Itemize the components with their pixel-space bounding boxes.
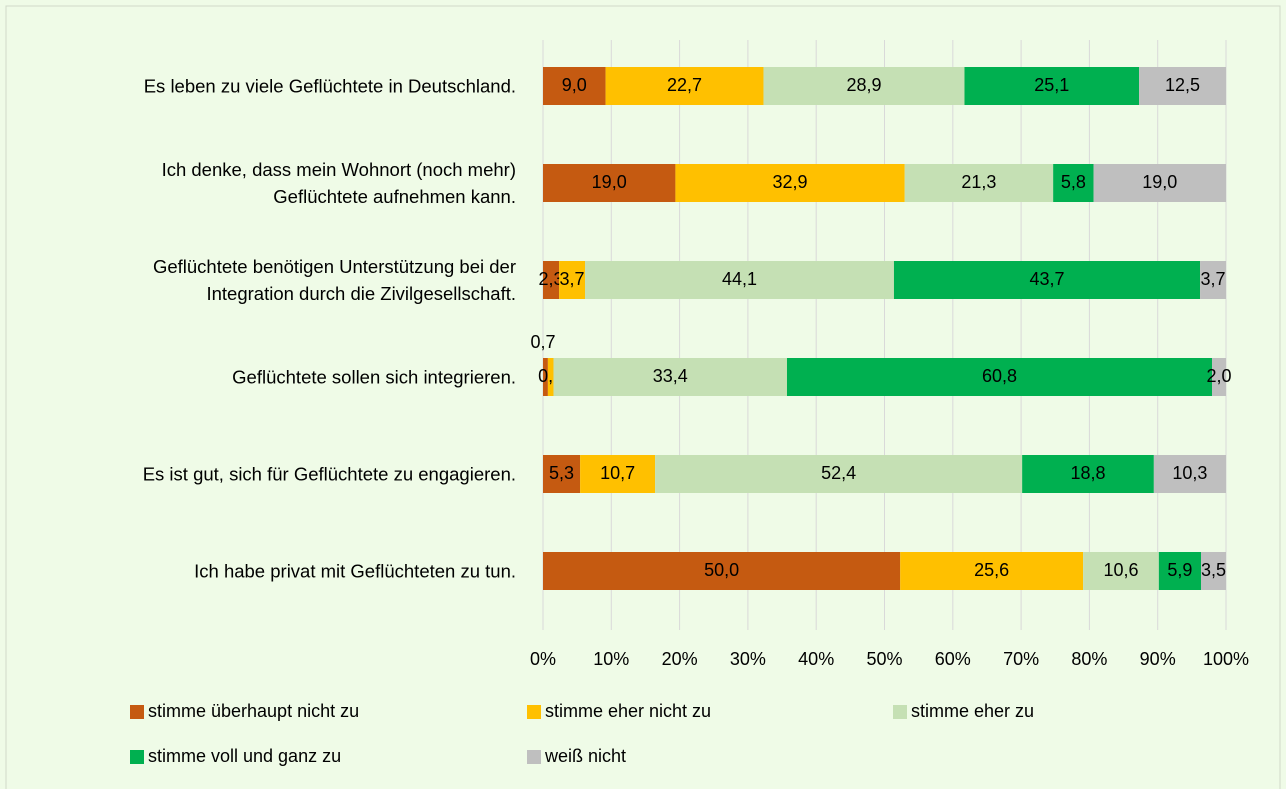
bar-segment [559,261,586,299]
bar-segment [893,261,1201,299]
bar-segment [655,455,1023,493]
data-label: 10,3 [1172,463,1207,483]
bar-segment [580,455,656,493]
legend-marker [130,705,144,719]
x-tick-label: 20% [662,649,698,669]
legend-label: stimme voll und ganz zu [148,746,341,766]
bar-segment [543,358,548,396]
bar-segment [543,67,606,105]
category-label: Geflüchtete sollen sich integrieren. [232,366,516,388]
data-label: 43,7 [1029,269,1064,289]
x-tick-label: 10% [593,649,629,669]
category-label: Ich denke, dass mein Wohnort (noch mehr)… [161,159,516,207]
data-label: 22,7 [667,75,702,95]
legend-marker [527,705,541,719]
x-tick-label: 100% [1203,649,1249,669]
category-label: Es leben zu viele Geflüchtete in Deutsch… [143,75,516,97]
data-label: 5,3 [549,463,574,483]
x-tick-label: 0% [530,649,556,669]
data-label: 50,0 [704,560,739,580]
data-label: 25,6 [974,560,1009,580]
bar-segment [585,261,894,299]
data-label: 0,7 [530,332,555,352]
legend-label: stimme eher zu [911,701,1034,721]
data-label: 32,9 [773,172,808,192]
bar-segment [1083,552,1159,590]
bar-segment [605,67,764,105]
data-label: 12,5 [1165,75,1200,95]
bar-segment [763,67,965,105]
legend-marker [527,750,541,764]
bar-segment [543,261,560,299]
data-label: 5,8 [1061,172,1086,192]
data-label: 10,6 [1103,560,1138,580]
data-label: 52,4 [821,463,856,483]
bar-segment [1153,455,1226,493]
legend-marker [893,705,907,719]
bar-segment [1053,164,1094,202]
legend-label: stimme überhaupt nicht zu [148,701,359,721]
bar-segment [904,164,1054,202]
x-tick-label: 30% [730,649,766,669]
data-label: 28,9 [846,75,881,95]
data-label: 5,9 [1167,560,1192,580]
data-label: 10,7 [600,463,635,483]
bar-segment [1158,552,1201,590]
bar-segment [1139,67,1226,105]
data-label: 33,4 [653,366,688,386]
data-label: 25,1 [1034,75,1069,95]
bar-segment [964,67,1140,105]
data-label: 2,3 [539,269,564,289]
legend-marker [130,750,144,764]
data-label: 21,3 [961,172,996,192]
bar-segment [1212,358,1226,396]
x-tick-label: 60% [935,649,971,669]
x-tick-label: 80% [1071,649,1107,669]
bar-segment [1022,455,1154,493]
data-label: 2,0 [1206,366,1231,386]
category-label: Geflüchtete benötigen Unterstützung bei … [152,256,516,304]
category-label: Ich habe privat mit Geflüchteten zu tun. [194,560,516,582]
data-label: 60,8 [982,366,1017,386]
bar-segment [547,358,554,396]
bar-segment [1200,552,1226,590]
bar-segment [543,455,581,493]
legend-label: stimme eher nicht zu [545,701,711,721]
x-tick-label: 70% [1003,649,1039,669]
x-tick-label: 90% [1140,649,1176,669]
data-label: 9,0 [562,75,587,95]
data-label: 18,8 [1070,463,1105,483]
data-label: 19,0 [592,172,627,192]
bar-segment [675,164,905,202]
x-tick-label: 40% [798,649,834,669]
data-label: 44,1 [722,269,757,289]
bar-segment [543,552,901,590]
legend-label: weiß nicht [544,746,626,766]
bar-segment [1200,261,1226,299]
data-label: 19,0 [1142,172,1177,192]
bar-segment [553,358,787,396]
bar-segment [1093,164,1226,202]
category-label: Es ist gut, sich für Geflüchtete zu enga… [142,463,516,485]
bar-segment [543,164,676,202]
data-label: 3,5 [1201,560,1226,580]
data-label: 3,7 [1201,269,1226,289]
x-tick-label: 50% [866,649,902,669]
data-label: 3,7 [560,269,585,289]
bar-segment [786,358,1213,396]
chart-border [5,5,1281,789]
bar-segment [900,552,1084,590]
